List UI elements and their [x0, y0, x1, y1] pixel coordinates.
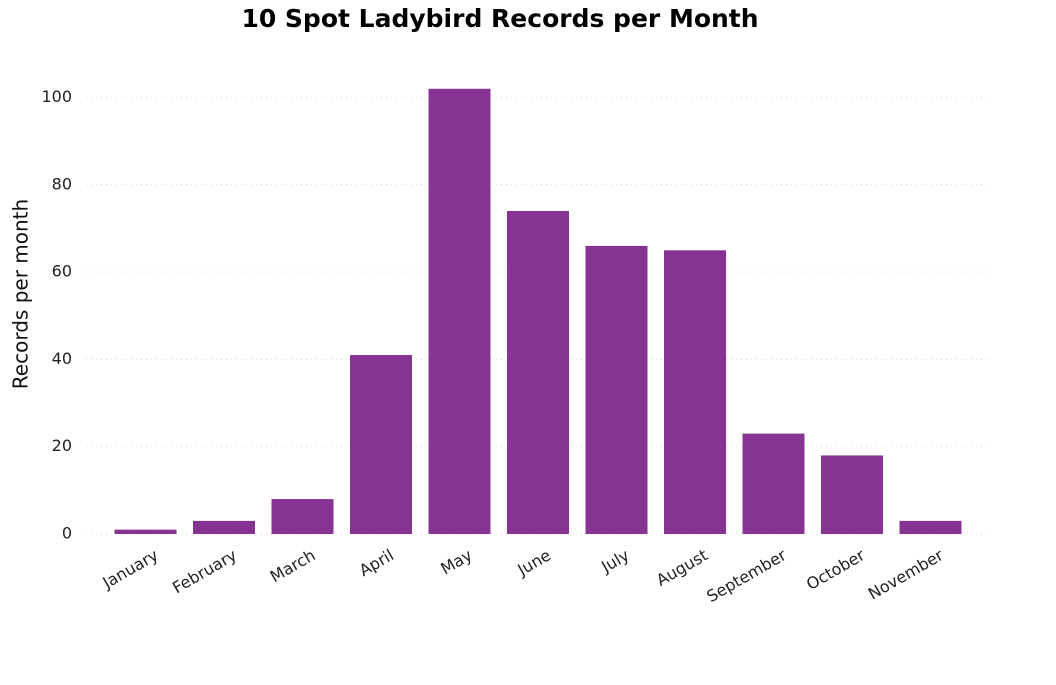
y-tick-labels: 0 20 40 60 80 100 — [41, 87, 72, 543]
x-tick-label-february: February — [169, 545, 240, 597]
bar-july — [585, 245, 648, 534]
bars — [114, 88, 962, 535]
bar-june — [507, 210, 569, 535]
chart-title: 10 Spot Ladybird Records per Month — [241, 4, 759, 33]
bar-february — [193, 520, 255, 534]
y-axis-label: Records per month — [9, 199, 33, 389]
bar-april — [350, 355, 412, 534]
x-tick-label-june: June — [513, 545, 554, 579]
y-tick-label: 0 — [62, 524, 72, 543]
x-tick-label-january: January — [99, 545, 162, 592]
x-tick-label-october: October — [803, 545, 868, 594]
x-tick-label-august: August — [653, 545, 711, 589]
bar-september — [742, 433, 805, 534]
y-tick-label: 80 — [52, 174, 72, 193]
x-tick-label-march: March — [267, 545, 319, 586]
y-tick-label: 40 — [52, 349, 72, 368]
y-tick-label: 100 — [41, 87, 72, 106]
x-tick-label-july: July — [597, 545, 632, 576]
bar-january — [114, 529, 177, 534]
x-tick-label-april: April — [356, 545, 397, 580]
bar-november — [899, 520, 962, 534]
bar-october — [821, 455, 883, 534]
y-tick-label: 60 — [52, 262, 72, 281]
x-tick-label-september: September — [703, 545, 789, 606]
x-tick-label-november: November — [865, 545, 947, 603]
x-tick-labels: January February March April May June July Augu… — [99, 545, 947, 606]
bar-august — [664, 250, 726, 534]
y-tick-label: 20 — [52, 436, 72, 455]
x-tick-label-may: May — [437, 545, 475, 578]
bar-march — [271, 499, 334, 534]
bar-may — [428, 88, 491, 535]
